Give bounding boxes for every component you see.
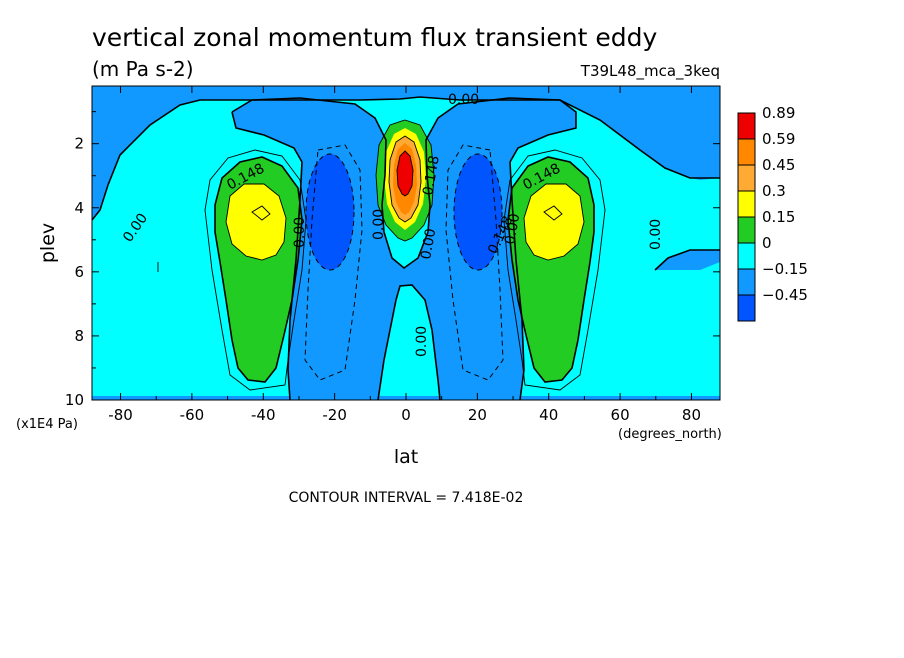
contour-label: 0.00	[371, 209, 387, 240]
y-units-label: (x1E4 Pa)	[16, 417, 78, 432]
contour-label: 0.148	[420, 154, 443, 196]
y-tick-label: 6	[74, 263, 84, 281]
y-axis-label: plev	[37, 223, 59, 263]
contour-label: 0.00	[648, 219, 664, 250]
y-tick-label: 10	[65, 391, 84, 409]
x-tick-label: 60	[611, 406, 630, 424]
southern-yellow-lobe	[226, 184, 286, 260]
color-legend: 0.89 0.59 0.45 0.3 0.15 0 −0.15 −0.45	[737, 104, 808, 322]
legend-swatch	[737, 294, 756, 322]
legend-swatch	[737, 190, 756, 218]
x-tick-label: 80	[682, 406, 701, 424]
y-tick-label: 2	[74, 135, 84, 153]
contour-label: 0.00	[448, 92, 479, 108]
chart-title: vertical zonal momentum flux transient e…	[92, 23, 657, 52]
x-units-label: (degrees_north)	[618, 427, 722, 442]
x-tick-label: -60	[180, 406, 205, 424]
contour-label: 0.00	[414, 326, 430, 357]
legend-swatch	[737, 112, 756, 140]
northern-minimum	[454, 154, 502, 270]
legend-label: 0	[762, 234, 772, 252]
thin-contours	[157, 119, 606, 391]
contour-label: 0.00	[292, 217, 308, 248]
legend-label: 0.3	[762, 182, 786, 200]
legend-label: 0.45	[762, 156, 795, 174]
plot-area: 0.00 0.00 0.00 0.00 0.00 0.00 0.00 0.00 …	[92, 86, 720, 400]
legend-swatch	[737, 138, 756, 166]
contour-interval: CONTOUR INTERVAL = 7.418E-02	[289, 490, 524, 506]
x-tick-label: 0	[401, 406, 411, 424]
legend-swatch	[737, 216, 756, 244]
legend-label: 0.59	[762, 130, 795, 148]
legend-label: 0.89	[762, 104, 795, 122]
contour-label: 0.00	[502, 212, 523, 245]
legend-label: −0.45	[762, 286, 808, 304]
x-tick-label: 40	[539, 406, 558, 424]
x-tick-label: -20	[322, 406, 347, 424]
zero-contours	[92, 96, 720, 400]
run-id: T39L48_mca_3keq	[580, 62, 720, 81]
y-tick-label: 8	[74, 327, 84, 345]
x-tick-label: 20	[468, 406, 487, 424]
southern-minimum	[306, 154, 354, 270]
equatorial-red-core	[397, 151, 413, 196]
legend-label: −0.15	[762, 260, 808, 278]
x-axis-label: lat	[394, 446, 418, 468]
y-axis: 2 4 6 8 10	[65, 111, 720, 409]
y-tick-label: 4	[74, 199, 84, 217]
negative-contours	[304, 144, 504, 381]
x-tick-label: -40	[251, 406, 276, 424]
contour-label: 0.00	[418, 227, 439, 260]
northern-yellow-lobe	[524, 184, 584, 260]
legend-label: 0.15	[762, 208, 795, 226]
x-axis: -80 -60 -40 -20 0 20 40 60 80	[108, 86, 701, 424]
chart-units: (m Pa s-2)	[92, 57, 194, 81]
legend-swatch	[737, 164, 756, 192]
legend-swatch	[737, 268, 756, 296]
right-blue-patch	[655, 250, 720, 270]
legend-swatch	[737, 242, 756, 270]
upper-blue-region	[92, 86, 720, 220]
x-tick-label: -80	[108, 406, 133, 424]
